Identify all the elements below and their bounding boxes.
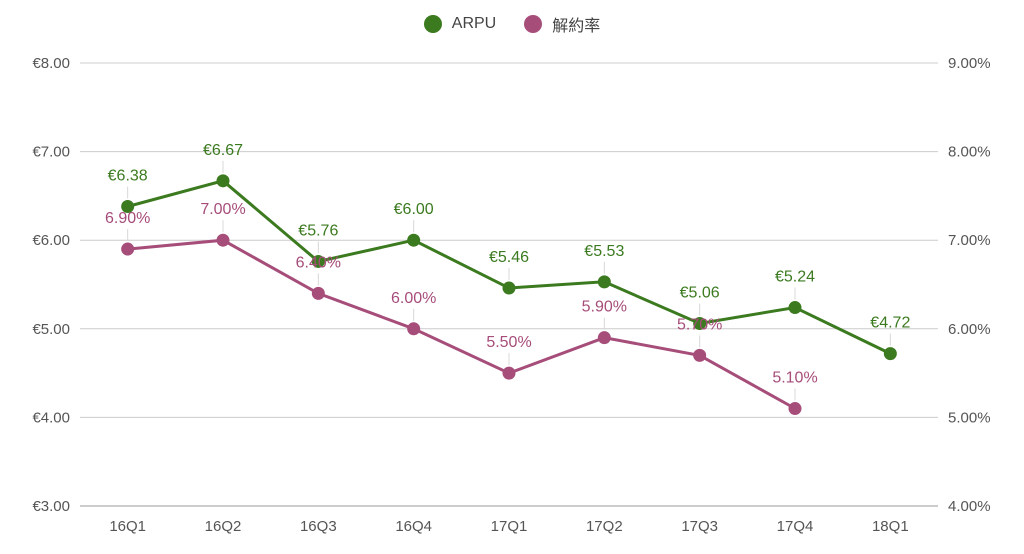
data-label-arpu: €5.46 — [489, 249, 529, 266]
y-right-tick-label: 8.00% — [948, 144, 991, 161]
data-point-arpu — [788, 301, 802, 315]
x-tick-label: 17Q1 — [491, 518, 528, 535]
legend-item-churn[interactable]: 解約率 — [524, 12, 600, 36]
data-point-arpu — [311, 254, 325, 268]
data-point-churn — [788, 402, 802, 416]
x-tick-label: 16Q4 — [395, 518, 432, 535]
legend-label-churn: 解約率 — [552, 18, 601, 35]
data-label-churn: 6.00% — [391, 290, 436, 307]
series-group — [121, 174, 897, 416]
data-point-arpu — [597, 275, 611, 289]
data-label-arpu: €5.06 — [680, 284, 720, 301]
data-point-churn — [121, 242, 135, 256]
y-left-tick-label: €8.00 — [32, 55, 70, 72]
data-label-churn: 5.70% — [677, 316, 722, 333]
legend: ARPU 解約率 — [0, 12, 1024, 36]
y-left-tick-label: €6.00 — [32, 232, 70, 249]
data-point-churn — [216, 233, 230, 247]
data-label-arpu: €5.24 — [775, 269, 815, 286]
data-point-churn — [502, 366, 516, 380]
data-point-arpu — [121, 200, 135, 214]
data-labels: €6.38 €6.67 €5.76 €6.00 €5.46 €5.53 €5.06 €5.24… — [105, 142, 910, 401]
data-point-arpu — [693, 316, 707, 330]
y-axis-right: 4.00% 5.00% 6.00% 7.00% 8.00% 9.00% — [948, 55, 991, 515]
data-point-arpu — [883, 347, 897, 361]
data-point-arpu — [502, 281, 516, 295]
x-tick-label: 16Q3 — [300, 518, 337, 535]
legend-item-arpu[interactable]: ARPU — [423, 15, 497, 33]
x-tick-label: 17Q4 — [777, 518, 814, 535]
legend-marker-arpu — [423, 15, 442, 33]
data-point-churn — [597, 331, 611, 345]
data-label-arpu: €6.00 — [394, 201, 434, 218]
y-left-tick-label: €4.00 — [32, 409, 70, 426]
x-tick-label: 18Q1 — [872, 518, 909, 535]
data-label-arpu: €6.67 — [203, 142, 243, 159]
x-tick-label: 17Q2 — [586, 518, 623, 535]
data-label-arpu: €5.53 — [584, 243, 624, 260]
x-tick-label: 16Q2 — [205, 518, 242, 535]
data-label-churn: 6.90% — [105, 210, 150, 227]
y-right-tick-label: 4.00% — [948, 498, 991, 515]
data-label-churn: 5.50% — [486, 334, 531, 351]
legend-label-arpu: ARPU — [451, 15, 497, 32]
data-label-churn: 6.40% — [296, 254, 341, 271]
data-point-churn — [693, 348, 707, 362]
data-point-arpu — [216, 174, 230, 188]
data-label-churn: 7.00% — [200, 201, 245, 218]
data-label-arpu: €6.38 — [108, 168, 148, 185]
data-point-churn — [311, 286, 325, 300]
data-label-churn: 5.90% — [582, 299, 627, 316]
x-axis: 16Q1 16Q2 16Q3 16Q4 17Q1 17Q2 17Q3 17Q4 18Q1 — [109, 518, 908, 535]
x-tick-label: 17Q3 — [681, 518, 718, 535]
y-left-tick-label: €3.00 — [32, 498, 70, 515]
y-right-tick-label: 7.00% — [948, 232, 991, 249]
series-line-churn — [127, 238, 796, 410]
data-point-churn — [407, 322, 421, 336]
data-point-arpu — [407, 233, 421, 247]
data-label-arpu: €5.76 — [298, 222, 338, 239]
data-label-churn: 5.10% — [772, 370, 817, 387]
data-label-arpu: €4.72 — [870, 315, 910, 332]
y-right-tick-label: 5.00% — [948, 409, 991, 426]
y-right-tick-label: 9.00% — [948, 55, 991, 72]
y-axis-left: €3.00 €4.00 €5.00 €6.00 €7.00 €8.00 — [32, 55, 70, 515]
y-left-tick-label: €5.00 — [32, 321, 70, 338]
y-right-tick-label: 6.00% — [948, 321, 991, 338]
legend-marker-churn — [524, 15, 543, 33]
y-left-tick-label: €7.00 — [32, 144, 70, 161]
x-tick-label: 16Q1 — [109, 518, 146, 535]
